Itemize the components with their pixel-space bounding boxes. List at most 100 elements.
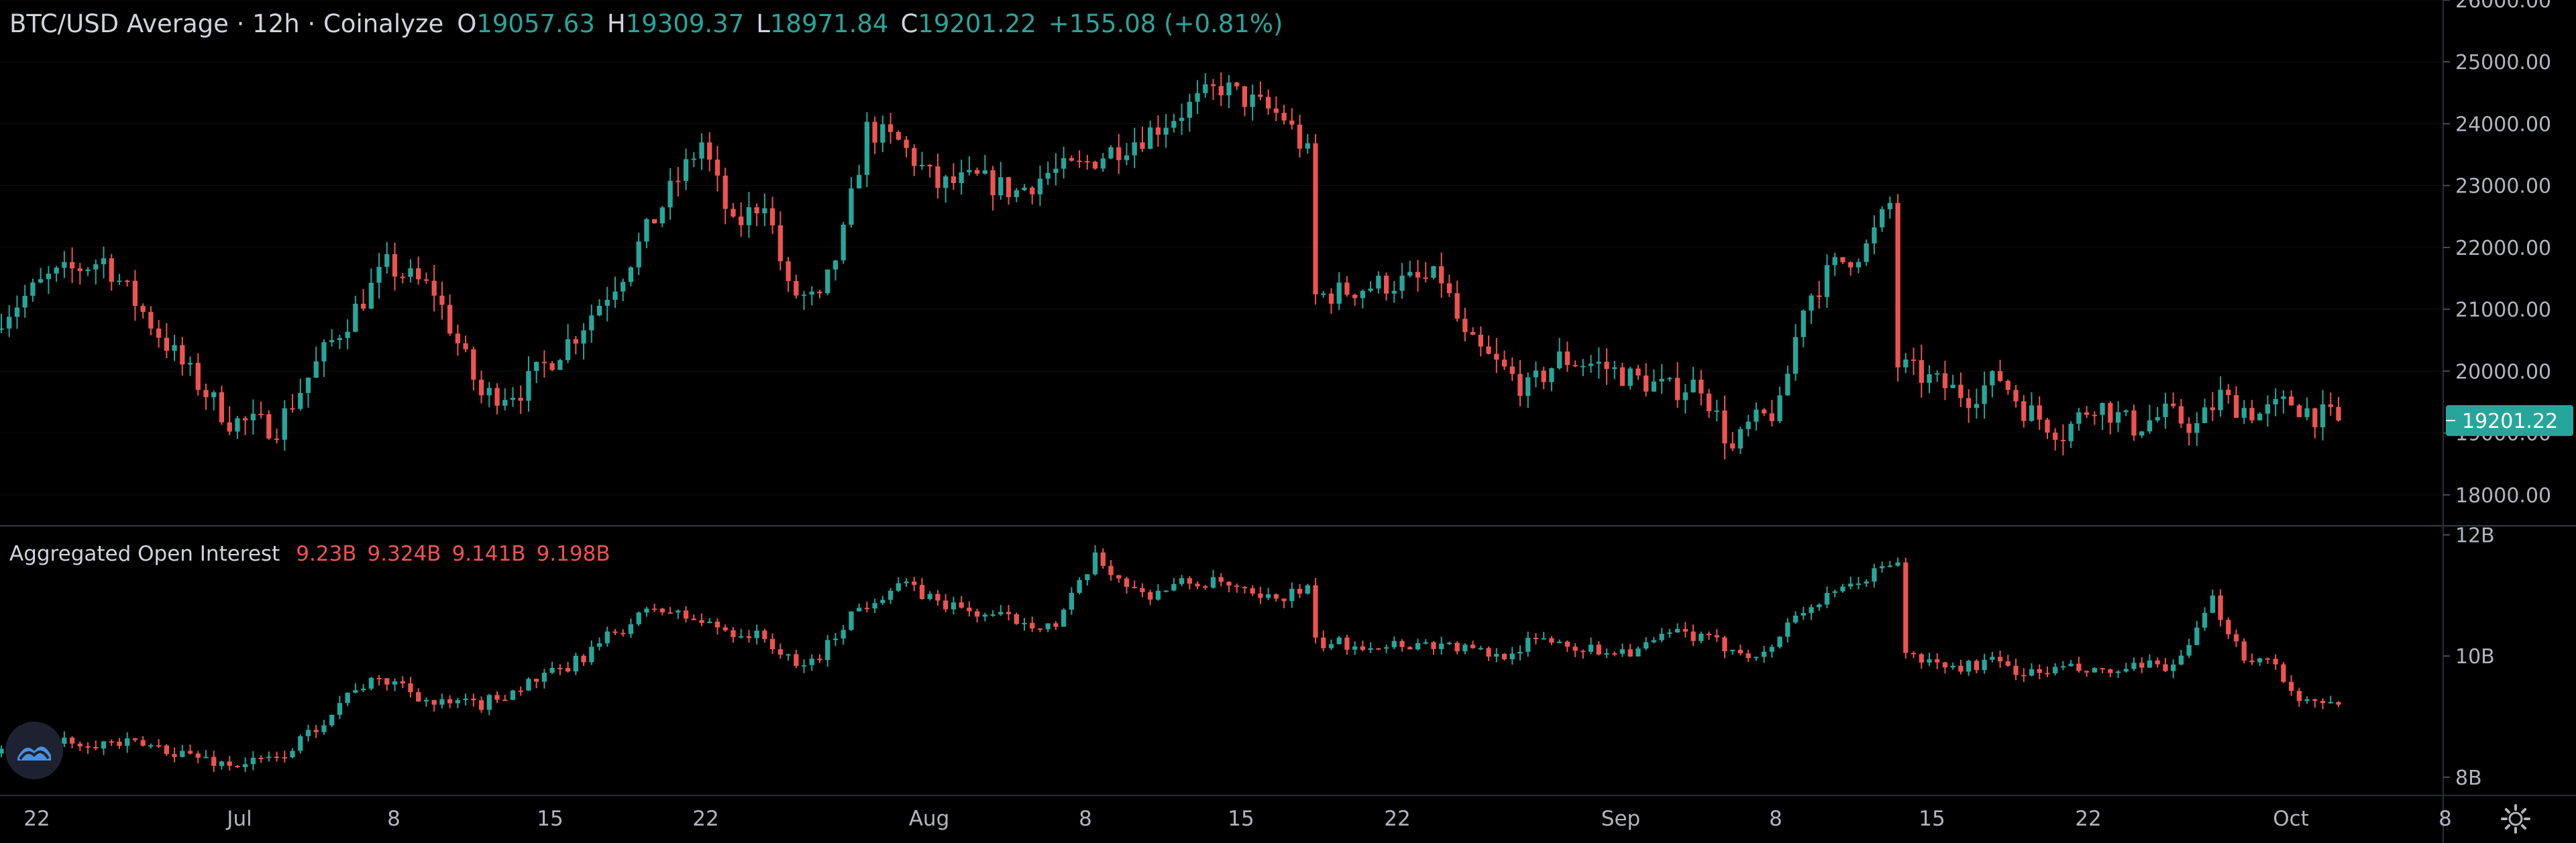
oi-tick-label: 12B [2455, 524, 2495, 548]
oi-candle [683, 610, 689, 619]
price-candle [1699, 380, 1704, 394]
oi-low-value: 9.141B [451, 542, 526, 566]
price-candle [2336, 406, 2341, 421]
price-candle [1116, 147, 1122, 160]
coinalyze-logo-icon[interactable] [5, 722, 63, 779]
oi-candle [1935, 659, 1940, 663]
price-candle [1148, 127, 1153, 149]
price-tick-label: 18000.00 [2455, 484, 2551, 508]
oi-candle [1368, 648, 1373, 651]
price-candle [557, 359, 563, 370]
price-candle [0, 328, 4, 330]
price-candle [2320, 404, 2326, 428]
oi-candle [2257, 658, 2263, 663]
price-candle [849, 188, 854, 225]
price-candle [1399, 275, 1405, 291]
oi-candle [1108, 565, 1114, 575]
price-candle [699, 142, 704, 159]
price-candle [896, 131, 901, 140]
oi-candle [1651, 640, 1657, 642]
oi-candle [659, 608, 665, 613]
price-candle [1022, 187, 1027, 190]
time-tick-label: 15 [1919, 807, 1945, 831]
price-candle [731, 209, 736, 217]
oi-candle [1549, 638, 1554, 643]
oi-candle [2304, 699, 2310, 701]
price-candle [211, 392, 217, 398]
oi-candle [384, 678, 390, 685]
price-candle [2021, 401, 2027, 421]
symbol-title[interactable]: BTC/USD Average · 12h · Coinalyze [9, 9, 444, 38]
close-label: C [900, 9, 918, 38]
oi-tick-label: 10B [2455, 645, 2495, 669]
oi-candle [1699, 633, 1704, 641]
oi-candle [1911, 653, 1917, 655]
oi-candle [1470, 644, 1476, 649]
price-candle [353, 303, 358, 332]
price-candle [1572, 365, 1578, 367]
price-candle [659, 207, 665, 224]
oi-candle [1328, 644, 1334, 649]
last-price-tag: 19201.22 [2446, 405, 2573, 437]
oi-close-value: 9.198B [536, 542, 610, 566]
oi-candle [769, 638, 775, 650]
oi-candle [416, 692, 421, 701]
price-candle [998, 177, 1004, 196]
oi-candle [2100, 668, 2105, 670]
price-candle [1069, 158, 1075, 161]
oi-candle [691, 618, 696, 620]
oi-candle [1155, 590, 1161, 600]
price-candle [1030, 187, 1035, 194]
price-candle [30, 282, 36, 296]
oi-title[interactable]: Aggregated Open Interest [9, 542, 280, 566]
price-candle [1250, 95, 1255, 107]
oi-candle [447, 699, 453, 704]
price-candle [345, 331, 350, 339]
oi-candle [1014, 614, 1019, 624]
oi-candle [211, 756, 217, 767]
oi-candle [676, 610, 681, 613]
oi-candle [541, 673, 547, 682]
time-tick-label: 8 [1079, 807, 1092, 831]
oi-candle [1439, 643, 1444, 649]
oi-candle [904, 581, 909, 583]
price-candle [1580, 366, 1586, 368]
price-candle [809, 291, 814, 295]
oi-candle [0, 748, 4, 754]
oi-candle [1289, 589, 1295, 602]
price-candle [1234, 82, 1240, 87]
oi-candle [1966, 661, 1972, 672]
price-candle [164, 337, 169, 351]
oi-candle [896, 583, 901, 591]
oi-candle [1533, 638, 1539, 640]
oi-candle [156, 745, 162, 747]
price-candle [1792, 337, 1799, 374]
oi-candle [762, 630, 767, 639]
oi-candle [1730, 649, 1735, 652]
oi-candle [825, 640, 830, 661]
oi-candle [2202, 612, 2208, 628]
price-candle [1801, 311, 1806, 337]
last-price-tag-label: 19201.22 [2462, 410, 2558, 433]
price-candle [612, 291, 618, 300]
price-candle [880, 124, 885, 143]
oi-candle [2265, 658, 2271, 660]
oi-candle [1722, 637, 1727, 652]
oi-candle [1706, 633, 1712, 636]
oi-axis[interactable]: 8B 10B 12B [2443, 524, 2495, 790]
oi-candle [699, 620, 704, 623]
price-candle [1950, 384, 1955, 388]
price-candle [565, 339, 571, 360]
oi-candle [235, 765, 240, 768]
price-candle [888, 124, 894, 132]
price-candle [1431, 266, 1436, 278]
price-candle [1769, 413, 1775, 421]
price-candle [912, 148, 917, 166]
gear-icon[interactable] [2500, 803, 2531, 834]
oi-candle [2249, 660, 2255, 663]
oi-candle [621, 632, 626, 634]
oi-candle [85, 746, 91, 748]
oi-candle [1486, 648, 1491, 657]
time-axis[interactable]: 22 Jul 8 15 22 Aug 8 15 22 Sep 8 15 22 Oct 8 [23, 807, 2452, 831]
